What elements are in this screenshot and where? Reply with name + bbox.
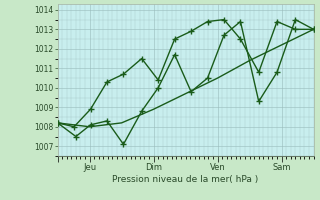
- X-axis label: Pression niveau de la mer( hPa ): Pression niveau de la mer( hPa ): [112, 175, 259, 184]
